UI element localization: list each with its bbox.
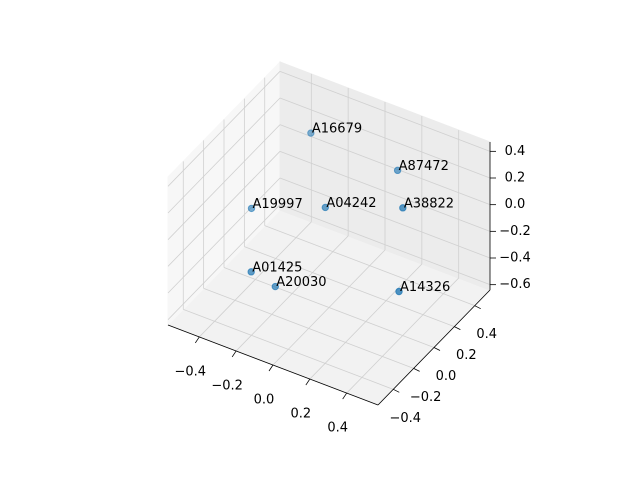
- x-tick-label: −0.4: [175, 364, 207, 379]
- grid-line: [183, 308, 394, 390]
- tick-mark: [305, 378, 311, 386]
- tick-mark: [413, 368, 420, 372]
- z-tick-label: 0.2: [505, 171, 526, 186]
- x-tick-label: 0.0: [254, 393, 275, 408]
- grid-line: [279, 70, 491, 152]
- tick-mark: [454, 326, 461, 330]
- grid-line: [203, 288, 414, 369]
- z-tick-label: −0.4: [499, 251, 531, 266]
- grid-line: [279, 150, 491, 232]
- axis-line: [167, 324, 379, 406]
- grid-line: [279, 124, 491, 206]
- grid-line: [264, 225, 475, 307]
- point: [395, 287, 403, 296]
- z-tick-label: −0.2: [499, 224, 531, 239]
- point: [307, 129, 315, 137]
- tick-mark: [231, 350, 237, 358]
- point: [271, 282, 279, 291]
- point: [321, 203, 330, 212]
- point-label: A14326: [400, 280, 450, 295]
- point-label: A20030: [276, 275, 326, 290]
- y-tick-label: 0.2: [456, 348, 477, 363]
- x-tick-label: −0.2: [211, 378, 243, 393]
- point-label: A16679: [312, 122, 362, 137]
- tick-mark: [474, 305, 481, 310]
- point-label: A01425: [252, 260, 302, 275]
- tick-mark: [433, 347, 441, 351]
- grid-line: [244, 246, 455, 327]
- point: [393, 166, 402, 175]
- tick-mark: [342, 392, 348, 400]
- point-label: A04242: [326, 196, 376, 211]
- grid-line: [167, 151, 281, 267]
- y-tick-label: −0.4: [389, 411, 421, 426]
- y-tick-label: 0.0: [436, 369, 457, 384]
- z-tick-label: −0.6: [499, 277, 531, 292]
- y-tick-label: −0.2: [410, 390, 442, 405]
- z-tick-label: 0.0: [505, 197, 526, 212]
- x-tick-label: 0.4: [327, 421, 348, 436]
- grid-line: [279, 97, 491, 179]
- tick-mark: [194, 336, 200, 344]
- grid-line: [279, 177, 491, 259]
- grid-line: [167, 124, 281, 240]
- tick-mark: [268, 364, 274, 372]
- y-tick-label: 0.4: [476, 327, 497, 342]
- z-tick-label: 0.4: [505, 144, 526, 159]
- grid-line: [167, 204, 281, 320]
- grid-line: [167, 177, 281, 294]
- x-tick-label: 0.2: [290, 407, 311, 422]
- grid-line: [167, 97, 281, 214]
- grid-line: [279, 204, 491, 286]
- grid-line: [223, 267, 435, 348]
- tick-mark: [393, 388, 400, 393]
- axis-line: [377, 289, 491, 406]
- point-label: A38822: [404, 196, 454, 211]
- grid-line: [167, 71, 281, 187]
- point-label: A87472: [399, 159, 449, 174]
- point-label: A19997: [252, 197, 302, 212]
- point: [247, 204, 256, 213]
- point: [399, 204, 407, 212]
- point: [247, 268, 255, 276]
